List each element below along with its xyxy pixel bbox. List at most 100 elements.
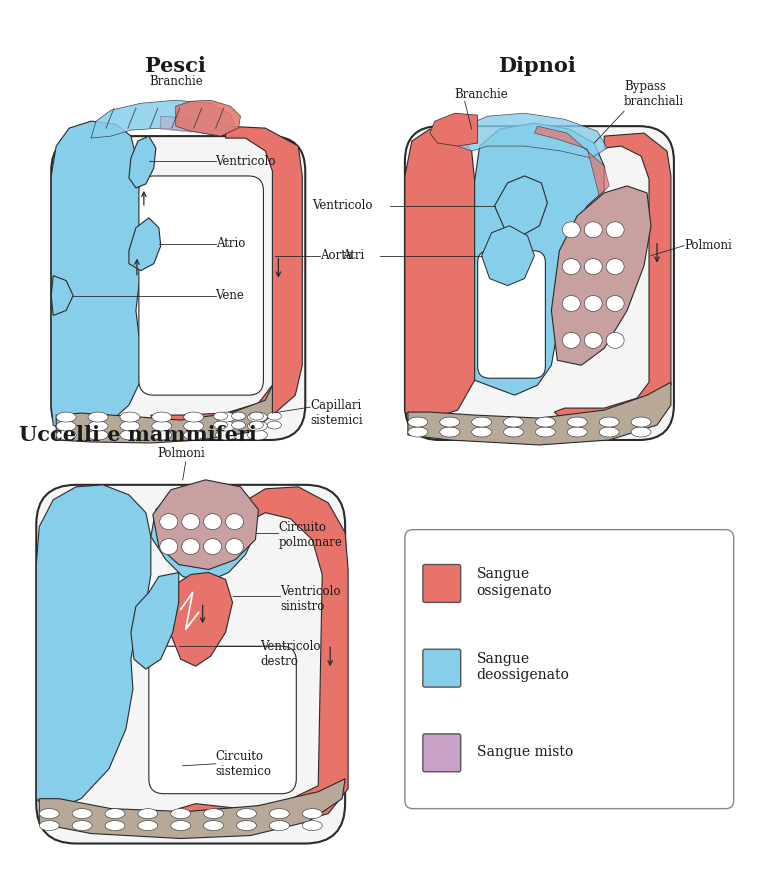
- PathPatch shape: [52, 136, 305, 440]
- Ellipse shape: [231, 421, 246, 429]
- Ellipse shape: [249, 421, 264, 429]
- Polygon shape: [475, 123, 604, 396]
- Ellipse shape: [56, 430, 76, 440]
- Ellipse shape: [39, 808, 59, 819]
- Ellipse shape: [249, 412, 264, 420]
- Ellipse shape: [88, 430, 108, 440]
- Ellipse shape: [183, 421, 204, 431]
- Polygon shape: [161, 116, 191, 132]
- Text: Sangue
ossigenato: Sangue ossigenato: [477, 567, 553, 598]
- Ellipse shape: [152, 412, 172, 422]
- Ellipse shape: [171, 821, 191, 830]
- Ellipse shape: [120, 421, 140, 431]
- Ellipse shape: [535, 427, 556, 437]
- Ellipse shape: [599, 427, 619, 437]
- Ellipse shape: [183, 430, 204, 440]
- Ellipse shape: [171, 808, 191, 819]
- Ellipse shape: [302, 821, 322, 830]
- Text: Atrio: Atrio: [215, 237, 245, 250]
- Polygon shape: [39, 779, 345, 838]
- PathPatch shape: [139, 176, 264, 396]
- Ellipse shape: [88, 412, 108, 422]
- Ellipse shape: [72, 808, 92, 819]
- Ellipse shape: [440, 417, 459, 427]
- Ellipse shape: [606, 259, 624, 275]
- Ellipse shape: [88, 421, 108, 431]
- Ellipse shape: [631, 417, 651, 427]
- Polygon shape: [551, 186, 651, 365]
- Ellipse shape: [152, 430, 172, 440]
- Ellipse shape: [183, 412, 204, 422]
- Ellipse shape: [231, 412, 246, 420]
- Text: Ventricolo: Ventricolo: [215, 155, 276, 167]
- FancyBboxPatch shape: [423, 734, 461, 772]
- Text: Ventricolo
destro: Ventricolo destro: [261, 640, 321, 668]
- Ellipse shape: [562, 221, 581, 238]
- Polygon shape: [151, 483, 255, 583]
- Ellipse shape: [408, 417, 428, 427]
- Ellipse shape: [503, 427, 524, 437]
- Ellipse shape: [56, 412, 76, 422]
- Ellipse shape: [567, 427, 587, 437]
- Ellipse shape: [160, 514, 177, 529]
- Ellipse shape: [584, 221, 602, 238]
- Ellipse shape: [247, 412, 268, 422]
- Text: Vene: Vene: [215, 289, 245, 302]
- Ellipse shape: [182, 539, 199, 555]
- Ellipse shape: [268, 412, 281, 420]
- Ellipse shape: [268, 421, 281, 429]
- Ellipse shape: [204, 539, 221, 555]
- Ellipse shape: [562, 296, 581, 311]
- Ellipse shape: [56, 421, 76, 431]
- Ellipse shape: [606, 296, 624, 311]
- Polygon shape: [408, 382, 671, 445]
- Ellipse shape: [562, 259, 581, 275]
- Ellipse shape: [120, 412, 140, 422]
- Ellipse shape: [204, 514, 221, 529]
- Ellipse shape: [72, 821, 92, 830]
- Ellipse shape: [408, 427, 428, 437]
- Ellipse shape: [182, 514, 199, 529]
- Polygon shape: [129, 136, 156, 188]
- PathPatch shape: [478, 250, 546, 378]
- Text: Dipnoi: Dipnoi: [499, 56, 576, 76]
- Polygon shape: [56, 385, 272, 443]
- Text: Sangue
deossigenato: Sangue deossigenato: [477, 652, 569, 682]
- Ellipse shape: [215, 430, 236, 440]
- Polygon shape: [169, 572, 233, 666]
- Ellipse shape: [138, 808, 158, 819]
- Ellipse shape: [247, 421, 268, 431]
- Ellipse shape: [440, 427, 459, 437]
- Ellipse shape: [105, 808, 125, 819]
- FancyBboxPatch shape: [423, 564, 461, 602]
- Ellipse shape: [215, 412, 236, 422]
- Text: Branchie: Branchie: [149, 75, 202, 88]
- Text: Pesci: Pesci: [146, 56, 206, 76]
- Ellipse shape: [236, 808, 256, 819]
- Polygon shape: [176, 101, 240, 136]
- Polygon shape: [91, 101, 236, 138]
- Ellipse shape: [138, 821, 158, 830]
- Ellipse shape: [269, 808, 290, 819]
- Ellipse shape: [160, 539, 177, 555]
- Text: Branchie: Branchie: [455, 88, 509, 102]
- Ellipse shape: [214, 421, 227, 429]
- Ellipse shape: [204, 808, 224, 819]
- Ellipse shape: [204, 821, 224, 830]
- Text: Capillari
sistemici: Capillari sistemici: [310, 399, 363, 427]
- Text: Polmoni: Polmoni: [684, 239, 731, 252]
- Ellipse shape: [236, 821, 256, 830]
- Ellipse shape: [584, 259, 602, 275]
- Ellipse shape: [226, 514, 243, 529]
- Polygon shape: [554, 133, 671, 425]
- Polygon shape: [129, 218, 161, 270]
- Ellipse shape: [269, 821, 290, 830]
- Ellipse shape: [631, 427, 651, 437]
- Ellipse shape: [584, 332, 602, 348]
- Polygon shape: [534, 126, 609, 196]
- Ellipse shape: [584, 296, 602, 311]
- Ellipse shape: [562, 332, 581, 348]
- Polygon shape: [151, 126, 302, 432]
- Ellipse shape: [152, 421, 172, 431]
- Ellipse shape: [226, 539, 243, 555]
